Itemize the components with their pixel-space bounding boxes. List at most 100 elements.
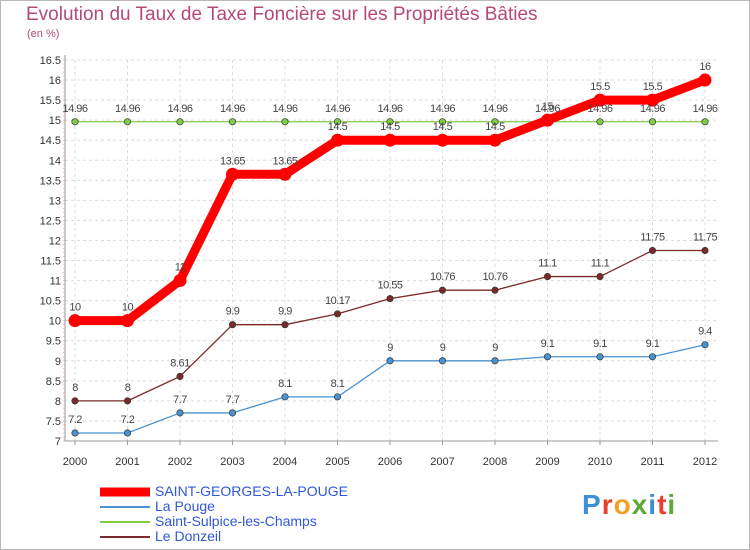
data-point-la-pouge — [333, 393, 342, 401]
data-label-saint-georges-la-pouge: 13.65 — [272, 155, 297, 167]
logo-letter: i — [667, 489, 677, 520]
data-label-la-pouge: 7.7 — [173, 394, 187, 406]
data-label-la-pouge: 9.1 — [593, 338, 607, 350]
logo-letter: x — [631, 489, 649, 520]
data-point-la-pouge — [438, 357, 447, 365]
data-point-le-donzeil — [543, 273, 552, 281]
legend-swatch — [100, 505, 150, 508]
legend-swatch — [100, 535, 150, 538]
data-label-la-pouge: 7.2 — [121, 414, 135, 426]
y-tick-label: 14.5 — [40, 135, 61, 147]
data-point-saint-sulpice-les-champs — [701, 118, 709, 126]
y-tick-label: 11.5 — [40, 256, 61, 268]
data-label-la-pouge: 9.1 — [541, 338, 555, 350]
y-tick-label: 10.5 — [40, 296, 61, 308]
data-point-saint-sulpice-les-champs — [648, 118, 657, 126]
data-label-le-donzeil: 11.75 — [693, 232, 718, 244]
data-point-la-pouge — [228, 409, 237, 417]
data-point-le-donzeil — [491, 286, 499, 294]
data-point-saint-sulpice-les-champs — [596, 118, 604, 126]
y-tick-label: 12.5 — [40, 215, 61, 227]
data-label-le-donzeil: 10.55 — [377, 280, 402, 292]
data-label-le-donzeil: 11.1 — [538, 258, 557, 270]
logo-letter: o — [613, 489, 632, 520]
data-point-la-pouge — [123, 429, 132, 437]
data-label-le-donzeil: 10.76 — [482, 271, 507, 283]
data-point-la-pouge — [543, 353, 552, 361]
legend-swatch — [100, 520, 150, 523]
data-label-saint-sulpice-les-champs: 14.96 — [535, 103, 560, 115]
data-point-le-donzeil — [386, 295, 394, 303]
data-label-saint-georges-la-pouge: 14.5 — [433, 121, 453, 133]
data-label-le-donzeil: 10.17 — [325, 295, 350, 307]
y-tick-label: 9.5 — [46, 336, 61, 348]
data-label-saint-georges-la-pouge: 15.5 — [643, 81, 663, 93]
x-tick-label: 2012 — [693, 456, 717, 468]
data-point-saint-sulpice-les-champs — [491, 118, 499, 126]
x-tick-label: 2006 — [378, 456, 402, 468]
data-label-saint-sulpice-les-champs: 14.96 — [220, 103, 245, 115]
data-point-le-donzeil — [71, 397, 79, 405]
data-point-saint-georges-la-pouge — [436, 133, 449, 147]
y-tick-label: 16.5 — [40, 55, 61, 67]
data-point-la-pouge — [491, 357, 499, 365]
data-label-la-pouge: 9 — [492, 342, 498, 354]
data-point-la-pouge — [176, 409, 184, 417]
data-label-saint-sulpice-les-champs: 14.96 — [640, 103, 665, 115]
data-label-la-pouge: 8.1 — [278, 378, 292, 390]
y-tick-label: 8.5 — [46, 376, 61, 388]
logo-letter: t — [657, 489, 668, 520]
data-label-saint-sulpice-les-champs: 14.96 — [167, 103, 192, 115]
data-label-saint-sulpice-les-champs: 14.96 — [272, 103, 297, 115]
data-label-saint-georges-la-pouge: 14.5 — [380, 121, 400, 133]
data-point-saint-sulpice-les-champs — [71, 118, 79, 126]
y-tick-label: 10 — [49, 316, 61, 328]
y-tick-label: 13.5 — [40, 175, 61, 187]
data-point-saint-georges-la-pouge — [698, 73, 712, 87]
data-point-saint-georges-la-pouge — [173, 274, 187, 288]
data-label-saint-georges-la-pouge: 14.5 — [485, 121, 505, 133]
data-labels: 14.96 14.96 14.96 14.96 14.96 14.96 14.96 14.96… — [62, 61, 718, 426]
data-label-le-donzeil: 10.76 — [430, 271, 455, 283]
data-point-le-donzeil — [281, 321, 289, 329]
x-tick-label: 2008 — [483, 456, 507, 468]
data-label-saint-georges-la-pouge: 10 — [122, 302, 134, 314]
data-label-le-donzeil: 8 — [72, 382, 78, 394]
data-label-la-pouge: 9.4 — [698, 326, 712, 338]
data-label-saint-georges-la-pouge: 14.5 — [328, 121, 348, 133]
x-tick-label: 2005 — [325, 456, 349, 468]
data-point-saint-sulpice-les-champs — [386, 118, 394, 126]
axes: 77.588.599.51010.51111.51212.51313.51414… — [40, 55, 718, 468]
y-tick-label: 8 — [55, 396, 61, 408]
data-point-saint-sulpice-les-champs — [123, 118, 132, 126]
data-label-saint-sulpice-les-champs: 14.96 — [482, 103, 507, 115]
legend-label: Le Donzeil — [155, 528, 222, 544]
data-label-saint-georges-la-pouge: 16 — [699, 61, 711, 73]
y-tick-label: 12 — [49, 235, 61, 247]
data-label-saint-sulpice-les-champs: 14.96 — [325, 103, 350, 115]
data-point-la-pouge — [648, 353, 657, 361]
legend-swatch — [100, 487, 150, 496]
data-label-saint-sulpice-les-champs: 14.96 — [377, 103, 402, 115]
data-point-saint-georges-la-pouge — [331, 133, 344, 147]
x-tick-label: 2010 — [588, 456, 612, 468]
y-tick-label: 15 — [49, 115, 61, 127]
data-point-saint-sulpice-les-champs — [333, 118, 342, 126]
data-point-saint-sulpice-les-champs — [176, 118, 184, 126]
data-point-saint-sulpice-les-champs — [228, 118, 237, 126]
data-label-saint-georges-la-pouge: 15.5 — [590, 81, 610, 93]
data-label-saint-sulpice-les-champs: 14.96 — [115, 103, 140, 115]
legend-label: SAINT-GEORGES-LA-POUGE — [155, 483, 348, 499]
x-tick-label: 2003 — [220, 456, 244, 468]
data-point-saint-georges-la-pouge — [488, 133, 502, 147]
data-point-saint-sulpice-les-champs — [281, 118, 289, 126]
logo-letter: P — [582, 489, 602, 520]
data-label-le-donzeil: 8.61 — [170, 357, 190, 369]
y-tick-label: 15.5 — [40, 95, 61, 107]
data-label-le-donzeil: 9.9 — [278, 306, 292, 318]
data-label-la-pouge: 7.7 — [226, 394, 240, 406]
y-tick-label: 13 — [49, 195, 61, 207]
legend-label: Saint-Sulpice-les-Champs — [155, 513, 317, 529]
data-point-saint-georges-la-pouge — [121, 314, 134, 328]
